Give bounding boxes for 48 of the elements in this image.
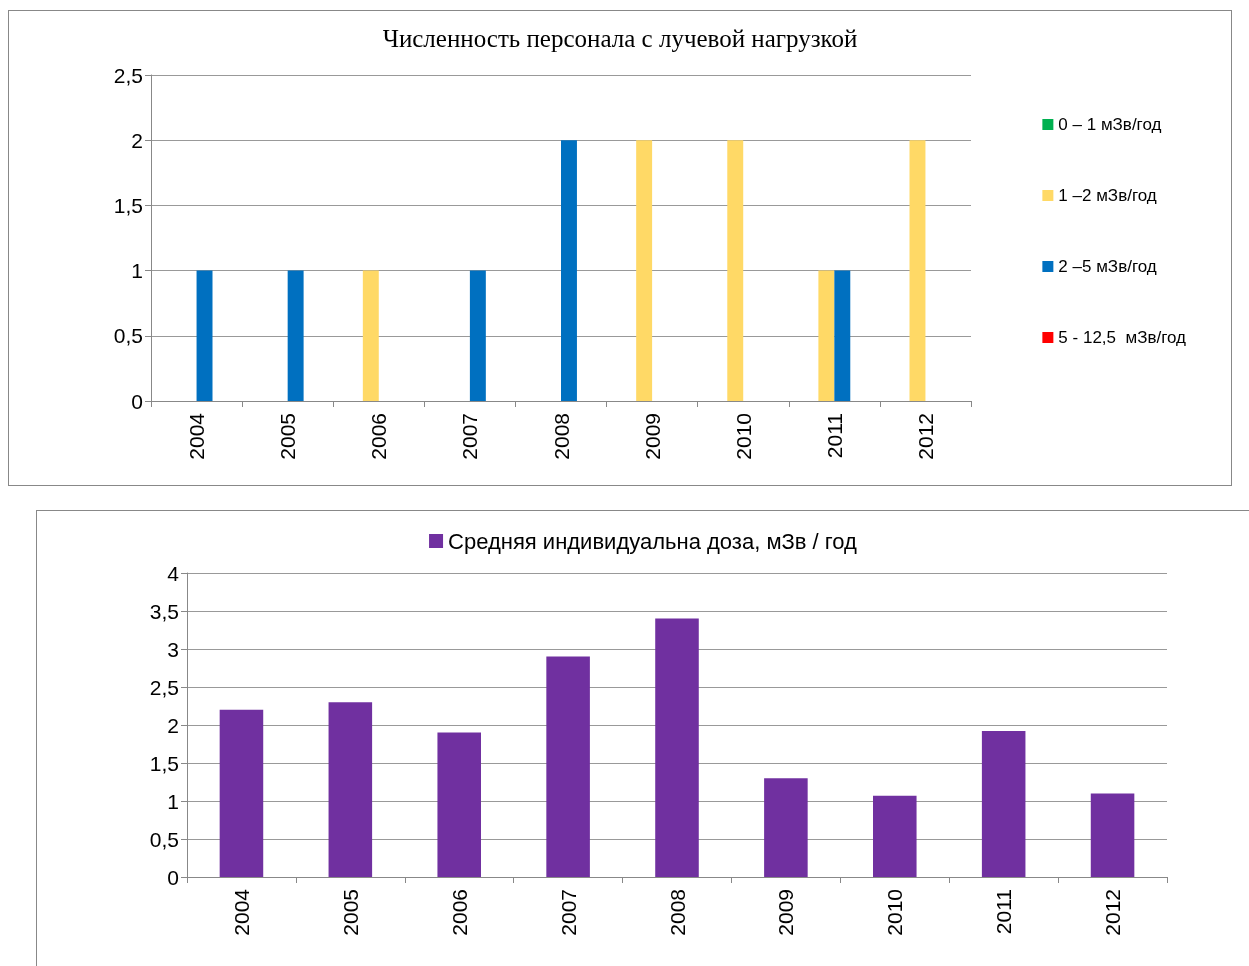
bar [981, 731, 1026, 877]
y-tick-label: 3,5 [149, 599, 179, 623]
y-tick-label: 1 [167, 789, 179, 813]
x-tick-label: 2005 [338, 889, 362, 936]
y-tick-label: 4 [167, 561, 180, 585]
bar [873, 795, 917, 877]
y-tick-label: 1,5 [113, 193, 143, 217]
x-tick-label: 2007 [556, 889, 580, 936]
y-tick-label: 1,5 [149, 751, 179, 775]
legend-label: 2 –5 мЗв/год [1058, 257, 1157, 276]
x-tick-label: 2011 [992, 889, 1016, 935]
y-tick-label: 2,5 [113, 63, 143, 87]
x-tick-label: 2009 [640, 413, 664, 460]
y-tick-label: 0 [167, 865, 179, 889]
x-tick-label: 2009 [774, 889, 798, 936]
x-tick-label: 2004 [185, 412, 209, 460]
legend-label: 5 - 12,5 мЗв/год [1058, 328, 1187, 347]
x-tick-label: 2010 [883, 889, 907, 936]
y-tick-label: 1 [131, 259, 143, 283]
bar [546, 656, 590, 877]
legend-label: 0 – 1 мЗв/год [1058, 115, 1162, 134]
x-tick-label: 2008 [549, 413, 573, 460]
x-tick-label: 2011 [822, 413, 846, 459]
x-tick-label: 2007 [458, 413, 482, 460]
y-tick-label: 0,5 [149, 827, 179, 851]
y-tick-label: 2 [131, 128, 143, 152]
y-tick-label: 2 [167, 713, 179, 737]
y-tick-label: 0 [131, 389, 143, 413]
chart-title: Численность персонала с лучевой нагрузкой [382, 25, 858, 52]
x-tick-label: 2012 [913, 413, 937, 460]
x-tick-label: 2006 [447, 889, 471, 936]
bar [1090, 793, 1135, 877]
legend-label: Средняя индивидуальна доза, мЗв / год [448, 528, 858, 554]
x-tick-label: 2006 [367, 413, 391, 460]
x-tick-label: 2008 [665, 889, 689, 936]
x-tick-label: 2010 [731, 413, 755, 460]
x-tick-label: 2005 [276, 413, 300, 460]
bar [437, 732, 481, 877]
y-tick-label: 2,5 [149, 675, 179, 699]
legend-label: 1 –2 мЗв/год [1058, 186, 1157, 205]
bar [764, 778, 808, 877]
bar [219, 709, 264, 877]
x-tick-label: 2012 [1101, 889, 1125, 936]
x-tick-label: 2004 [229, 888, 253, 936]
bar [655, 618, 699, 877]
bar [328, 702, 373, 877]
y-tick-label: 3 [167, 637, 179, 661]
y-tick-label: 0,5 [113, 324, 143, 348]
